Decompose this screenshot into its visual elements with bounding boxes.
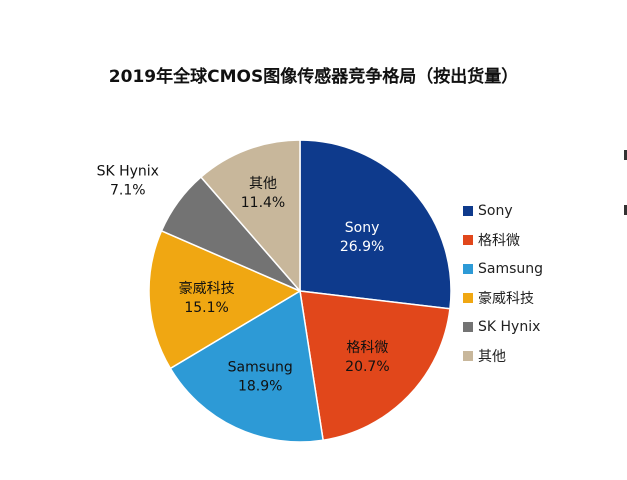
slice-percent-label-3: 15.1% <box>184 300 228 316</box>
legend-swatch-0 <box>463 205 473 216</box>
legend-item-2: Samsung <box>463 254 613 283</box>
slice-name-label-5: 其他 <box>249 176 277 192</box>
pie-slice-0 <box>299 139 452 310</box>
slice-percent-label-2: 18.9% <box>238 379 282 395</box>
chart-title: 2019年全球CMOS图像传感器竞争格局（按出货量） <box>108 67 519 87</box>
slice-percent-label-1: 20.7% <box>345 359 389 375</box>
slice-name-label-3: 豪威科技 <box>179 281 235 297</box>
slice-percent-label-0: 26.9% <box>340 239 384 255</box>
legend-label-5: 其他 <box>478 348 506 365</box>
legend-swatch-2 <box>463 263 473 274</box>
legend-label-2: Samsung <box>478 260 544 277</box>
slice-name-label-2: Samsung <box>228 360 293 376</box>
pie-slice-1 <box>299 290 451 442</box>
slice-percent-label-5: 11.4% <box>241 195 285 211</box>
pie-slice-3 <box>148 229 302 370</box>
slice-name-label-4: SK Hynix <box>97 163 159 179</box>
slice-name-label-1: 格科微 <box>346 340 388 356</box>
pie-slice-5 <box>199 139 301 294</box>
legend: Sony 格科微 Samsung 豪威科技 SK Hynix 其他 <box>463 196 613 370</box>
legend-item-4: SK Hynix <box>463 312 613 341</box>
legend-item-0: Sony <box>463 196 613 225</box>
legend-item-3: 豪威科技 <box>463 283 613 312</box>
legend-label-3: 豪威科技 <box>478 290 534 307</box>
legend-item-1: 格科微 <box>463 225 613 254</box>
legend-label-1: 格科微 <box>478 232 520 249</box>
legend-swatch-4 <box>463 321 473 332</box>
slice-name-label-0: Sony <box>345 220 380 236</box>
legend-swatch-1 <box>463 234 473 245</box>
edge-artifact <box>621 150 627 230</box>
legend-swatch-5 <box>463 350 473 361</box>
legend-label-4: SK Hynix <box>478 318 541 335</box>
legend-label-0: Sony <box>478 202 513 219</box>
slice-percent-label-4: 7.1% <box>110 182 146 198</box>
legend-swatch-3 <box>463 292 473 303</box>
legend-item-5: 其他 <box>463 341 613 370</box>
pie-slice-2 <box>169 289 324 443</box>
